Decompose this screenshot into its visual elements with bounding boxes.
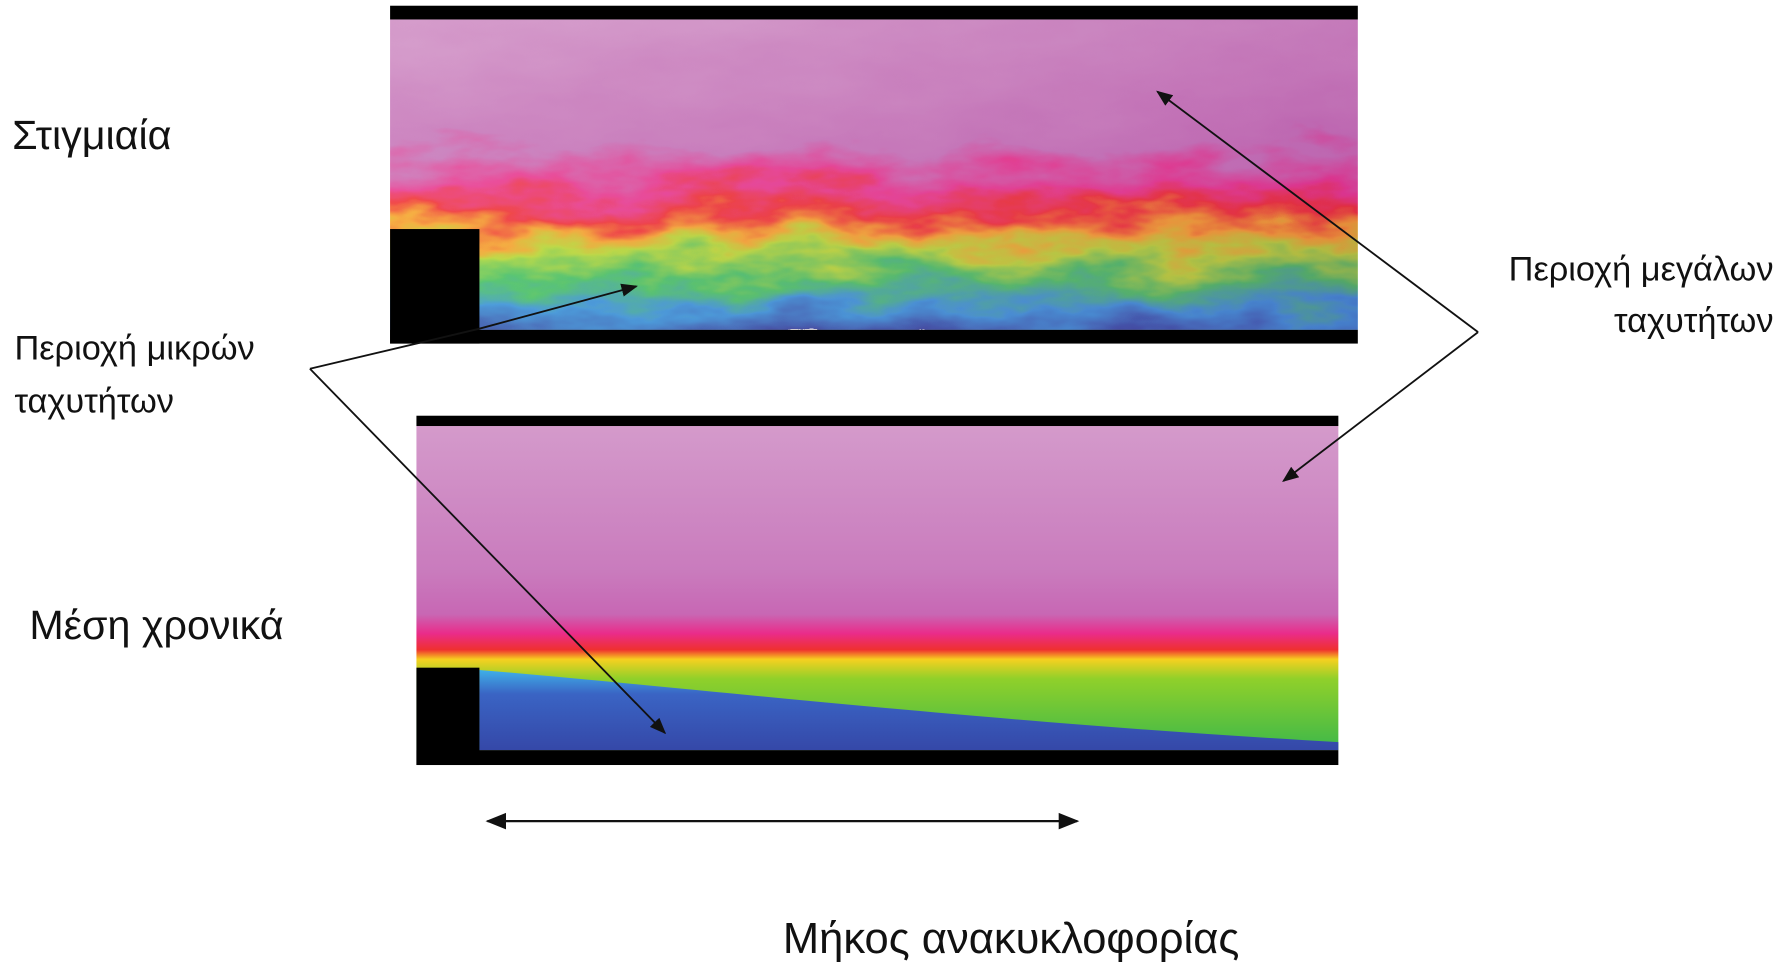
- diagram: Στιγμιαία Μέση χρονικά Περιοχή μικρών τα…: [0, 0, 1788, 962]
- label: Περιοχή μεγάλων: [1509, 251, 1774, 289]
- label: Στιγμιαία: [12, 112, 171, 158]
- label: ταχυτήτων: [1614, 302, 1773, 340]
- label: Περιοχή μικρών: [14, 330, 254, 368]
- label: ταχυτήτων: [14, 382, 173, 420]
- label: Μέση χρονικά: [29, 602, 283, 648]
- instantaneous-panel: [344, 0, 1409, 355]
- label: Μήκος ανακυκλοφορίας: [783, 915, 1239, 962]
- time-averaged-panel: [416, 416, 1338, 765]
